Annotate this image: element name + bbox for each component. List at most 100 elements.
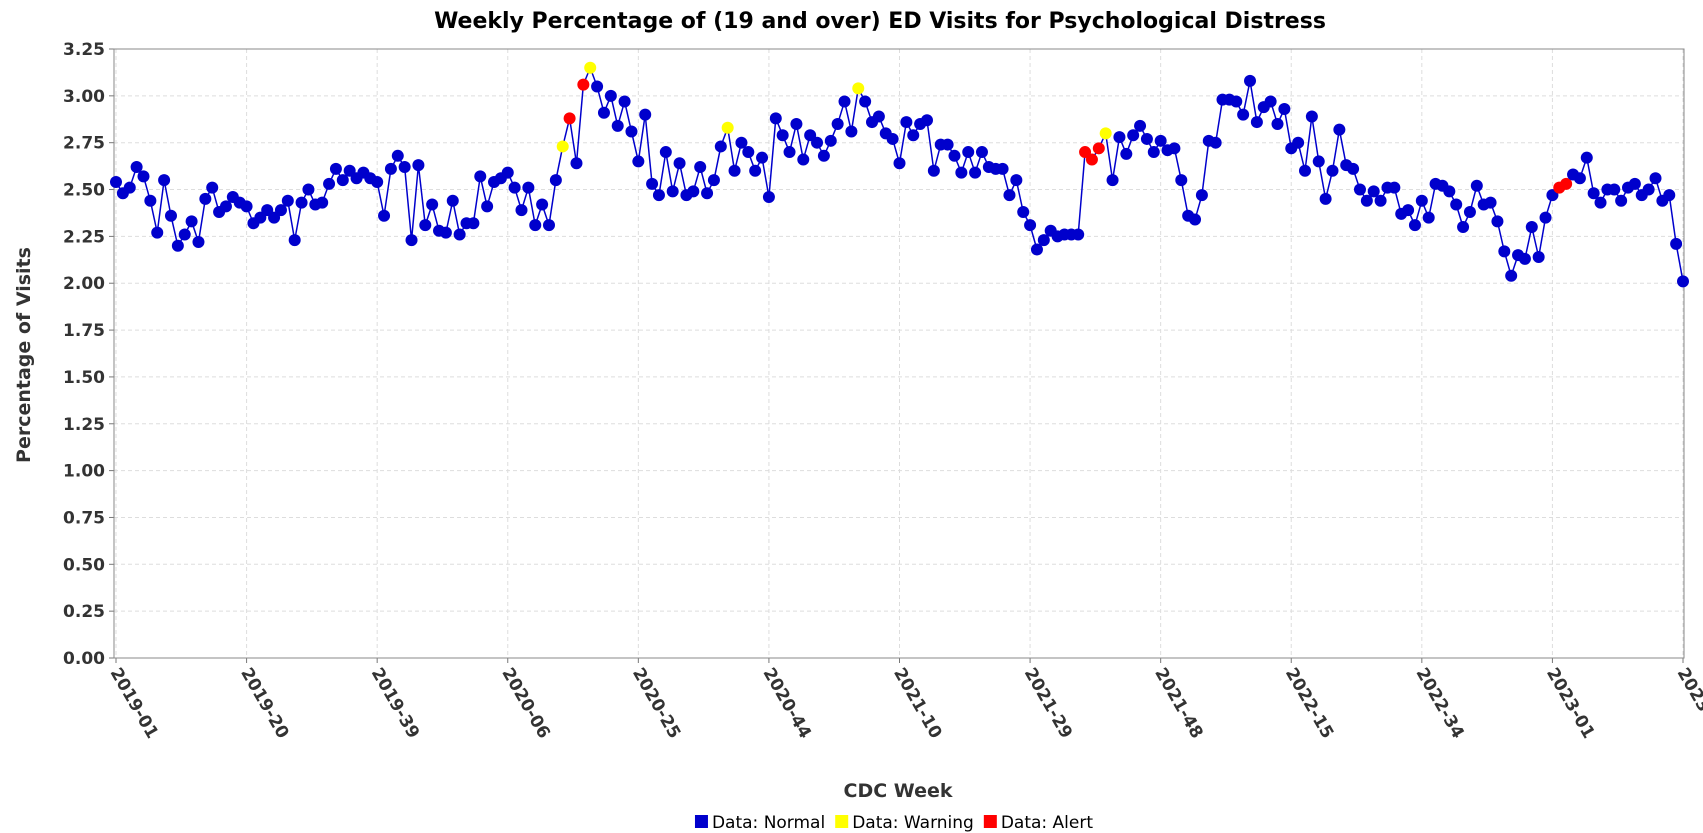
point (1250, 116, 1263, 129)
point (797, 153, 810, 166)
point (941, 138, 954, 151)
line-segment (163, 180, 172, 216)
line-segment (1668, 195, 1677, 244)
point (323, 177, 336, 190)
line-segment (768, 118, 777, 198)
point (756, 151, 769, 164)
point (893, 157, 906, 170)
point (591, 80, 604, 93)
chart-title: Weekly Percentage of (19 and over) ED Vi… (434, 9, 1326, 34)
point (1140, 132, 1153, 145)
point (137, 170, 150, 183)
point (144, 194, 157, 207)
point (1470, 179, 1483, 192)
point (1374, 194, 1387, 207)
line-segment (665, 151, 674, 192)
point (158, 174, 171, 187)
line-segment (1111, 136, 1121, 181)
point (975, 146, 988, 159)
point (776, 129, 789, 142)
point (1305, 110, 1318, 123)
point (1271, 117, 1284, 130)
x-axis-title: CDC Week (844, 780, 953, 802)
line-segment (417, 165, 427, 226)
point (1539, 211, 1552, 224)
point (1292, 136, 1305, 149)
legend: Data: Normal Data: Warning Data: Alert (694, 813, 1093, 833)
y-axis-title: Percentage of Visits (13, 247, 35, 463)
y-tick-label: 3.25 (63, 40, 105, 60)
point (1010, 174, 1023, 187)
point (171, 239, 184, 252)
line-segment (637, 114, 646, 162)
y-tick-label: 2.00 (63, 274, 105, 294)
line-segment (1586, 157, 1595, 194)
line-segment (850, 88, 860, 132)
point (872, 110, 885, 123)
point (1298, 164, 1311, 177)
point (811, 136, 824, 149)
point (1573, 172, 1586, 185)
point (831, 117, 844, 130)
point (1615, 194, 1628, 207)
point (625, 125, 638, 138)
line-segment (795, 123, 805, 160)
point (1463, 206, 1476, 219)
line-segment (1537, 217, 1547, 258)
point (453, 228, 466, 241)
point (1408, 219, 1421, 232)
point (1154, 134, 1167, 147)
line-segment (548, 180, 557, 226)
point (1326, 164, 1339, 177)
point (412, 159, 425, 172)
point (1175, 174, 1188, 187)
point (707, 174, 720, 187)
point (439, 226, 452, 239)
point (920, 114, 933, 127)
point (130, 161, 143, 174)
line-segment (761, 157, 770, 198)
line-segment (658, 151, 667, 196)
point (1608, 183, 1621, 196)
point (969, 166, 982, 179)
point (584, 61, 597, 74)
line-segment (568, 118, 578, 164)
point (597, 106, 610, 119)
point (618, 95, 631, 108)
point (646, 177, 659, 190)
point (1264, 95, 1277, 108)
point (1244, 74, 1257, 87)
point (1099, 127, 1112, 140)
point (838, 95, 851, 108)
y-tick-label: 1.25 (63, 415, 105, 435)
point (281, 194, 294, 207)
point (316, 196, 329, 209)
point (1560, 177, 1573, 190)
point (721, 121, 734, 134)
point (508, 181, 521, 194)
point (302, 183, 315, 196)
y-tick-label: 0.75 (63, 508, 105, 528)
point (481, 200, 494, 213)
point (1134, 119, 1147, 132)
point (1230, 95, 1243, 108)
point (192, 236, 205, 249)
point (783, 146, 796, 159)
legend-swatch (835, 815, 849, 828)
point (659, 146, 672, 159)
point (185, 215, 198, 228)
point (199, 192, 212, 205)
point (852, 82, 865, 95)
point (219, 200, 232, 213)
point (1594, 196, 1607, 209)
point (632, 155, 645, 168)
point (1663, 189, 1676, 202)
point (1443, 185, 1456, 198)
point (1587, 187, 1600, 200)
point (1628, 177, 1641, 190)
point (955, 166, 968, 179)
point (501, 166, 514, 179)
point (1147, 146, 1160, 159)
point (1319, 192, 1332, 205)
point (295, 196, 308, 209)
